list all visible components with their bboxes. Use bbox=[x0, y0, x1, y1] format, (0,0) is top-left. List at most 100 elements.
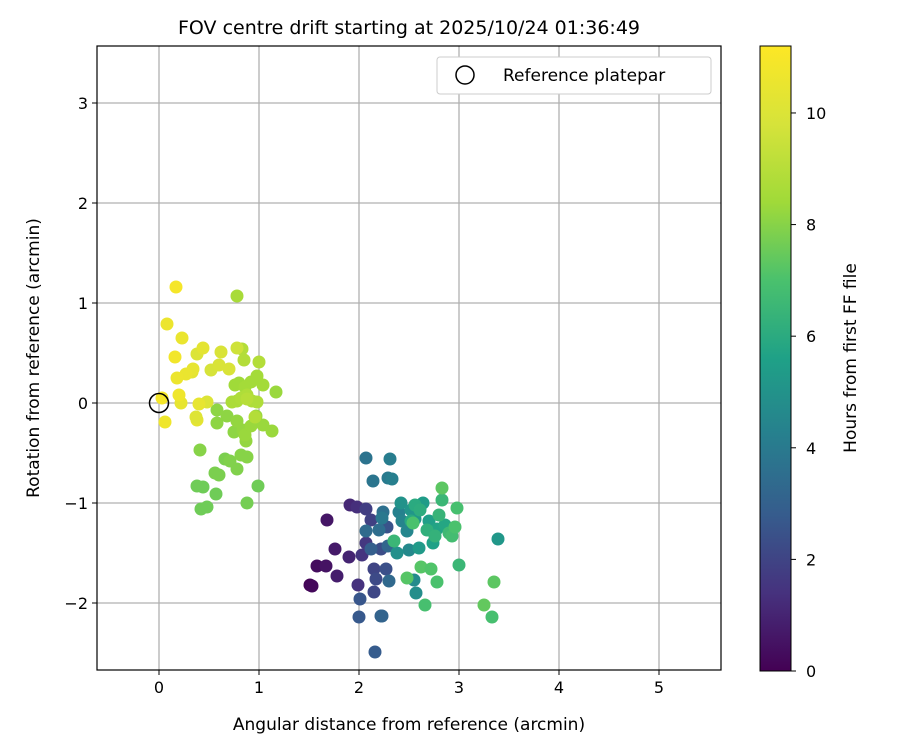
y-tick-label: −2 bbox=[64, 594, 88, 613]
x-tick-label: 0 bbox=[154, 678, 164, 697]
data-point bbox=[428, 529, 442, 543]
data-point bbox=[240, 392, 254, 406]
data-point bbox=[192, 397, 206, 411]
data-point bbox=[364, 513, 378, 527]
data-point bbox=[310, 559, 324, 573]
data-point bbox=[328, 542, 342, 556]
data-point bbox=[252, 355, 266, 369]
data-point bbox=[477, 598, 491, 612]
x-tick-label: 4 bbox=[554, 678, 564, 697]
data-point bbox=[452, 558, 466, 572]
data-point bbox=[366, 474, 380, 488]
colorbar-gradient bbox=[759, 45, 792, 672]
data-point bbox=[222, 362, 236, 376]
data-point bbox=[430, 575, 444, 589]
colorbar: 0 2 4 6 8 10 Hours from first FF file bbox=[759, 45, 861, 681]
y-tick-label: 2 bbox=[78, 194, 88, 213]
data-point bbox=[212, 358, 226, 372]
x-axis-ticks: 0 1 2 3 4 5 bbox=[154, 670, 664, 697]
legend-box bbox=[436, 56, 712, 95]
y-tick-label: −1 bbox=[64, 494, 88, 513]
data-point bbox=[448, 520, 462, 534]
data-point bbox=[372, 523, 386, 537]
data-point bbox=[406, 516, 420, 530]
x-tick-label: 1 bbox=[254, 678, 264, 697]
data-point bbox=[189, 410, 203, 424]
data-point bbox=[424, 562, 438, 576]
y-axis-ticks: −2 −1 0 1 2 3 bbox=[64, 94, 97, 613]
data-point bbox=[230, 341, 244, 355]
data-point bbox=[237, 353, 251, 367]
data-point bbox=[210, 416, 224, 430]
data-point bbox=[210, 403, 224, 417]
data-point bbox=[385, 472, 399, 486]
data-point bbox=[395, 514, 409, 528]
plot-area-frame bbox=[96, 45, 722, 671]
legend: Reference platepar bbox=[436, 56, 712, 95]
data-points bbox=[148, 280, 505, 659]
data-point bbox=[402, 543, 416, 557]
data-point bbox=[435, 493, 449, 507]
data-point bbox=[485, 610, 499, 624]
data-point bbox=[196, 341, 210, 355]
data-point bbox=[432, 508, 446, 522]
legend-label-reference: Reference platepar bbox=[503, 66, 665, 86]
data-point bbox=[359, 524, 373, 538]
data-point bbox=[196, 480, 210, 494]
data-point bbox=[387, 534, 401, 548]
colorbar-tick-label: 8 bbox=[806, 216, 816, 235]
data-point bbox=[305, 579, 319, 593]
x-tick-label: 5 bbox=[654, 678, 664, 697]
data-point bbox=[367, 585, 381, 599]
data-point bbox=[172, 388, 186, 402]
colorbar-tick-label: 0 bbox=[806, 662, 816, 681]
data-point bbox=[382, 574, 396, 588]
colorbar-ticks: 0 2 4 6 8 10 bbox=[791, 104, 826, 681]
data-point bbox=[200, 500, 214, 514]
data-point bbox=[418, 598, 432, 612]
data-point bbox=[394, 496, 408, 510]
data-point bbox=[248, 410, 262, 424]
y-tick-label: 0 bbox=[78, 394, 88, 413]
data-point bbox=[330, 569, 344, 583]
chart-title: FOV centre drift starting at 2025/10/24 … bbox=[178, 17, 640, 39]
colorbar-tick-label: 4 bbox=[806, 439, 816, 458]
data-point bbox=[375, 609, 389, 623]
data-point bbox=[352, 610, 366, 624]
data-point bbox=[413, 503, 427, 517]
data-point bbox=[320, 513, 334, 527]
data-point bbox=[251, 479, 265, 493]
y-tick-label: 1 bbox=[78, 294, 88, 313]
colorbar-label: Hours from first FF file bbox=[841, 263, 861, 453]
data-point bbox=[412, 541, 426, 555]
data-point bbox=[209, 487, 223, 501]
grid-lines bbox=[97, 46, 721, 670]
data-point bbox=[375, 511, 389, 525]
x-tick-label: 2 bbox=[354, 678, 364, 697]
data-point bbox=[379, 562, 393, 576]
data-point bbox=[158, 415, 172, 429]
y-tick-label: 3 bbox=[78, 94, 88, 113]
data-point bbox=[353, 592, 367, 606]
data-point bbox=[240, 450, 254, 464]
data-point bbox=[409, 586, 423, 600]
data-point bbox=[450, 501, 464, 515]
x-tick-label: 3 bbox=[454, 678, 464, 697]
data-point bbox=[359, 502, 373, 516]
x-axis-label: Angular distance from reference (arcmin) bbox=[233, 715, 585, 735]
data-point bbox=[319, 559, 333, 573]
data-point bbox=[256, 378, 270, 392]
data-point bbox=[414, 560, 428, 574]
data-point bbox=[400, 571, 414, 585]
data-point bbox=[250, 395, 264, 409]
colorbar-tick-label: 6 bbox=[806, 327, 816, 346]
data-point bbox=[342, 550, 356, 564]
data-point bbox=[364, 542, 378, 556]
data-point bbox=[390, 546, 404, 560]
data-point bbox=[265, 424, 279, 438]
data-point bbox=[435, 481, 449, 495]
data-point bbox=[359, 451, 373, 465]
data-point bbox=[168, 350, 182, 364]
data-point bbox=[169, 280, 183, 294]
